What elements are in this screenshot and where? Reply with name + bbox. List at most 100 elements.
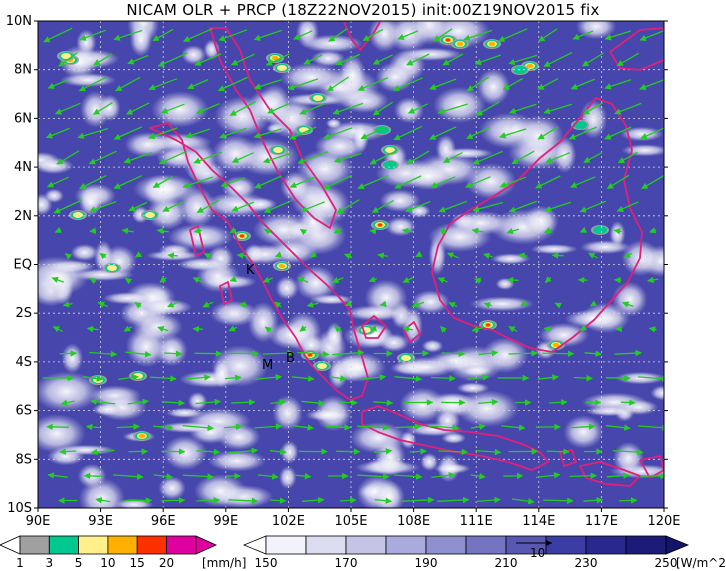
wind-vector bbox=[289, 126, 317, 140]
wind-vector bbox=[99, 252, 107, 260]
wind-vector bbox=[508, 54, 538, 66]
wind-vector bbox=[438, 448, 469, 456]
wind-vector bbox=[89, 227, 97, 234]
wind-vector bbox=[301, 399, 326, 407]
wind-vector bbox=[546, 448, 570, 455]
wind-vector bbox=[183, 28, 213, 42]
wind-vector bbox=[229, 226, 237, 234]
wind-vector bbox=[614, 102, 642, 115]
wind-vector bbox=[466, 76, 490, 92]
wind-vector bbox=[402, 276, 414, 283]
wind-vector bbox=[264, 326, 272, 334]
wind-vector bbox=[623, 251, 633, 258]
cloud-patch bbox=[325, 322, 344, 351]
wind-vector bbox=[604, 79, 632, 90]
wind-vector bbox=[474, 54, 502, 66]
olr-colorbar-box bbox=[625, 535, 667, 555]
longitude-labels: 90E 93E 96E 99E 102E 105E 108E 111E 114E 117E 120E bbox=[26, 514, 681, 529]
cloud-patch bbox=[187, 391, 208, 411]
wind-vector bbox=[115, 76, 141, 92]
wind-vector bbox=[544, 276, 552, 283]
precip-cell bbox=[552, 342, 560, 348]
wind-vector bbox=[124, 277, 133, 285]
cloud-patch bbox=[158, 476, 186, 500]
cloud-patch bbox=[385, 216, 416, 237]
wind-vectors bbox=[42, 27, 664, 505]
wind-vector bbox=[83, 375, 104, 382]
wind-vector bbox=[616, 52, 640, 67]
cloud-patch bbox=[61, 343, 84, 374]
wind-vector bbox=[508, 349, 539, 357]
wind-vector bbox=[121, 227, 134, 235]
wind-vector bbox=[238, 301, 247, 308]
cloud-patch bbox=[151, 91, 209, 128]
cloud-patch bbox=[275, 276, 299, 300]
wind-vector bbox=[127, 398, 149, 406]
precip-cells bbox=[57, 35, 609, 441]
wind-vector bbox=[269, 448, 287, 455]
wind-vector bbox=[289, 176, 316, 188]
wind-vector bbox=[606, 472, 630, 479]
wind-vector bbox=[554, 302, 562, 309]
cloud-patch bbox=[177, 257, 229, 271]
olr-colorbar-box bbox=[465, 535, 507, 555]
wind-vector bbox=[548, 399, 568, 406]
wind-vector bbox=[90, 448, 115, 456]
wind-vector bbox=[309, 251, 318, 258]
wind-vector bbox=[619, 497, 638, 504]
wind-vector bbox=[617, 151, 638, 164]
wind-vector bbox=[407, 103, 428, 114]
wind-vector bbox=[297, 277, 309, 284]
cloud-patch bbox=[129, 22, 153, 57]
wind-vector bbox=[295, 472, 312, 480]
wind-vector bbox=[185, 128, 211, 139]
olr-colorbar-label: 230 bbox=[575, 556, 598, 570]
wind-vector bbox=[158, 150, 187, 165]
wind-vector bbox=[253, 79, 282, 90]
wind-vector bbox=[161, 497, 186, 504]
wind-vector bbox=[402, 496, 435, 504]
cloud-patch bbox=[279, 62, 343, 92]
wind-vector bbox=[152, 28, 174, 42]
coastline-borneo bbox=[431, 97, 643, 353]
wind-vector bbox=[160, 103, 185, 114]
wind-vector bbox=[543, 326, 552, 333]
precip-cell bbox=[375, 126, 389, 134]
wind-vector bbox=[471, 325, 484, 333]
axis-ticks bbox=[34, 20, 668, 512]
wind-vector bbox=[605, 424, 631, 431]
cloud-patch bbox=[411, 290, 450, 314]
wind-vector bbox=[372, 54, 393, 65]
wind-vector bbox=[254, 423, 283, 430]
wind-vector bbox=[92, 102, 113, 115]
wind-vector bbox=[164, 350, 183, 357]
precip-colorbar-box bbox=[78, 535, 109, 555]
wind-vector bbox=[499, 176, 526, 188]
wind-vector bbox=[88, 150, 117, 165]
wind-vector bbox=[499, 128, 527, 139]
wind-vector bbox=[465, 176, 491, 188]
wind-vector bbox=[606, 174, 630, 190]
wind-vector bbox=[306, 301, 319, 308]
precip-cell bbox=[145, 212, 155, 218]
wind-vector bbox=[79, 175, 107, 189]
wind-vector bbox=[437, 496, 470, 504]
lon-label: 90E bbox=[26, 514, 51, 529]
wind-vector bbox=[604, 30, 631, 41]
wind-vector bbox=[536, 472, 561, 479]
lon-label: 111E bbox=[460, 514, 493, 529]
wind-vector bbox=[326, 76, 349, 92]
wind-vector bbox=[437, 103, 468, 115]
lat-label: 2N bbox=[14, 209, 32, 224]
cloud-patch bbox=[435, 134, 457, 164]
wind-vector bbox=[472, 150, 503, 165]
wind-vector bbox=[431, 472, 456, 479]
wind-vector bbox=[570, 176, 596, 188]
wind-vector bbox=[196, 497, 221, 504]
wind-vector bbox=[470, 423, 486, 430]
cloud-patch bbox=[374, 437, 406, 478]
wind-vector bbox=[323, 127, 353, 140]
cloud-patch bbox=[38, 371, 100, 412]
wind-vector bbox=[300, 201, 326, 213]
cloud-patch bbox=[456, 382, 490, 394]
